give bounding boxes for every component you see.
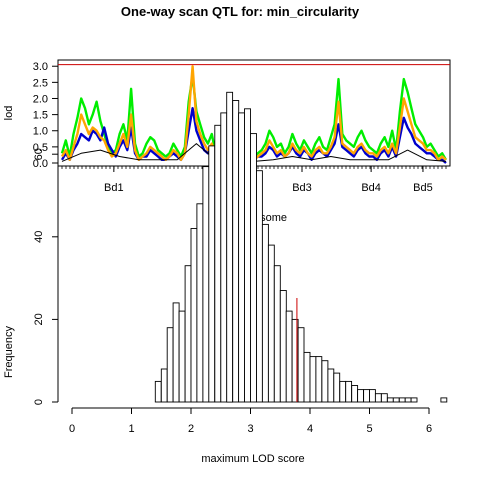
histogram-bar (214, 124, 222, 403)
lod-y-tick-label: 0.0 (33, 158, 48, 170)
lod-y-tick-label: 2.0 (33, 93, 48, 105)
histogram-bar (244, 108, 251, 403)
histogram-x-axis: 0 1 2 3 4 5 6 (69, 407, 432, 435)
lod-panel: 0.00.51.01.52.02.53.0 Bd1Bd2Bd3Bd4Bd5 lo… (3, 59, 451, 224)
histogram-bar (380, 393, 388, 403)
histogram-bar (369, 389, 376, 403)
histogram-x-tick-label: 0 (69, 423, 75, 435)
lod-y-tick-label: 1.5 (33, 110, 48, 122)
histogram-bar (440, 397, 448, 403)
histogram-x-tick-label: 2 (188, 423, 194, 435)
histogram-bar (279, 290, 287, 403)
histogram-bar (333, 372, 341, 403)
histogram-bar (166, 327, 174, 403)
histogram-panel: 0 1 2 3 4 5 6 0 20 40 60 Frequency maximum LOD sc… (3, 91, 448, 465)
lod-y-tick-label: 2.5 (33, 77, 48, 89)
histogram-bar (315, 356, 323, 403)
histogram-bar (273, 265, 281, 403)
histogram-bar (226, 91, 234, 403)
histogram-y-label: Frequency (3, 326, 15, 378)
histogram-x-label: maximum LOD score (201, 453, 304, 465)
histogram-bar (172, 302, 180, 403)
histogram-bar (154, 380, 162, 403)
chromosome-label: Bd3 (292, 182, 312, 194)
histogram-bar (250, 133, 257, 403)
histogram-bar (238, 112, 245, 403)
histogram-bar (160, 368, 168, 403)
lod-y-tick-label: 0.5 (33, 142, 48, 154)
lod-y-tick-label: 3.0 (33, 61, 48, 73)
histogram-x-tick-label: 1 (128, 423, 134, 435)
histogram-bar (386, 397, 394, 403)
lod-y-axis: 0.0 0.5 1.0 1.5 2.0 2.5 3.0 (33, 61, 58, 170)
histogram-bar (208, 145, 216, 403)
histogram-bar (297, 327, 305, 403)
histogram-bar (351, 385, 359, 403)
histogram-x-tick-label: 3 (247, 423, 253, 435)
lod-y-tick-label: 1.0 (33, 126, 48, 138)
histogram-bar (398, 397, 406, 403)
histogram-bar (267, 244, 275, 403)
histogram-bar (357, 389, 364, 403)
histogram-bar (190, 228, 198, 403)
histogram-bar (321, 360, 329, 403)
chromosome-label: Bd4 (361, 182, 381, 194)
histogram-bar (410, 397, 418, 403)
histogram-bar (220, 112, 228, 403)
histogram-x-tick-label: 4 (307, 423, 313, 435)
histogram-y-tick-label: 0 (33, 399, 45, 405)
chromosome-label: Bd5 (413, 182, 433, 194)
lod-y-label: lod (3, 106, 15, 121)
chromosome-label: Bd1 (104, 182, 124, 194)
histogram-bar (392, 397, 400, 403)
histogram-bar (363, 389, 370, 403)
histogram-bar (327, 368, 335, 403)
histogram-x-tick-label: 6 (426, 423, 432, 435)
histogram-bar (202, 166, 210, 403)
histogram-bar (256, 170, 263, 403)
histogram-y-tick-label: 60 (33, 148, 45, 160)
histogram-y-tick-label: 40 (33, 231, 45, 243)
histogram-bar (345, 380, 353, 403)
histogram-bar (261, 223, 269, 403)
histogram-bar (184, 265, 192, 403)
histogram-bar (232, 100, 240, 403)
histogram-bar (285, 310, 293, 403)
histogram-x-tick-label: 5 (366, 423, 372, 435)
figure-title: One-way scan QTL for: min_circularity (121, 4, 360, 19)
histogram-y-axis: 0 20 40 60 (33, 148, 59, 405)
histogram-bar (303, 351, 311, 403)
histogram-y-tick-label: 20 (33, 313, 45, 325)
histogram-bar (404, 397, 412, 403)
histogram-bar (374, 393, 382, 403)
histogram-bars (154, 91, 448, 403)
histogram-bar (196, 203, 204, 403)
histogram-bar (178, 310, 186, 403)
histogram-bar (309, 356, 317, 403)
histogram-bar (339, 380, 347, 403)
